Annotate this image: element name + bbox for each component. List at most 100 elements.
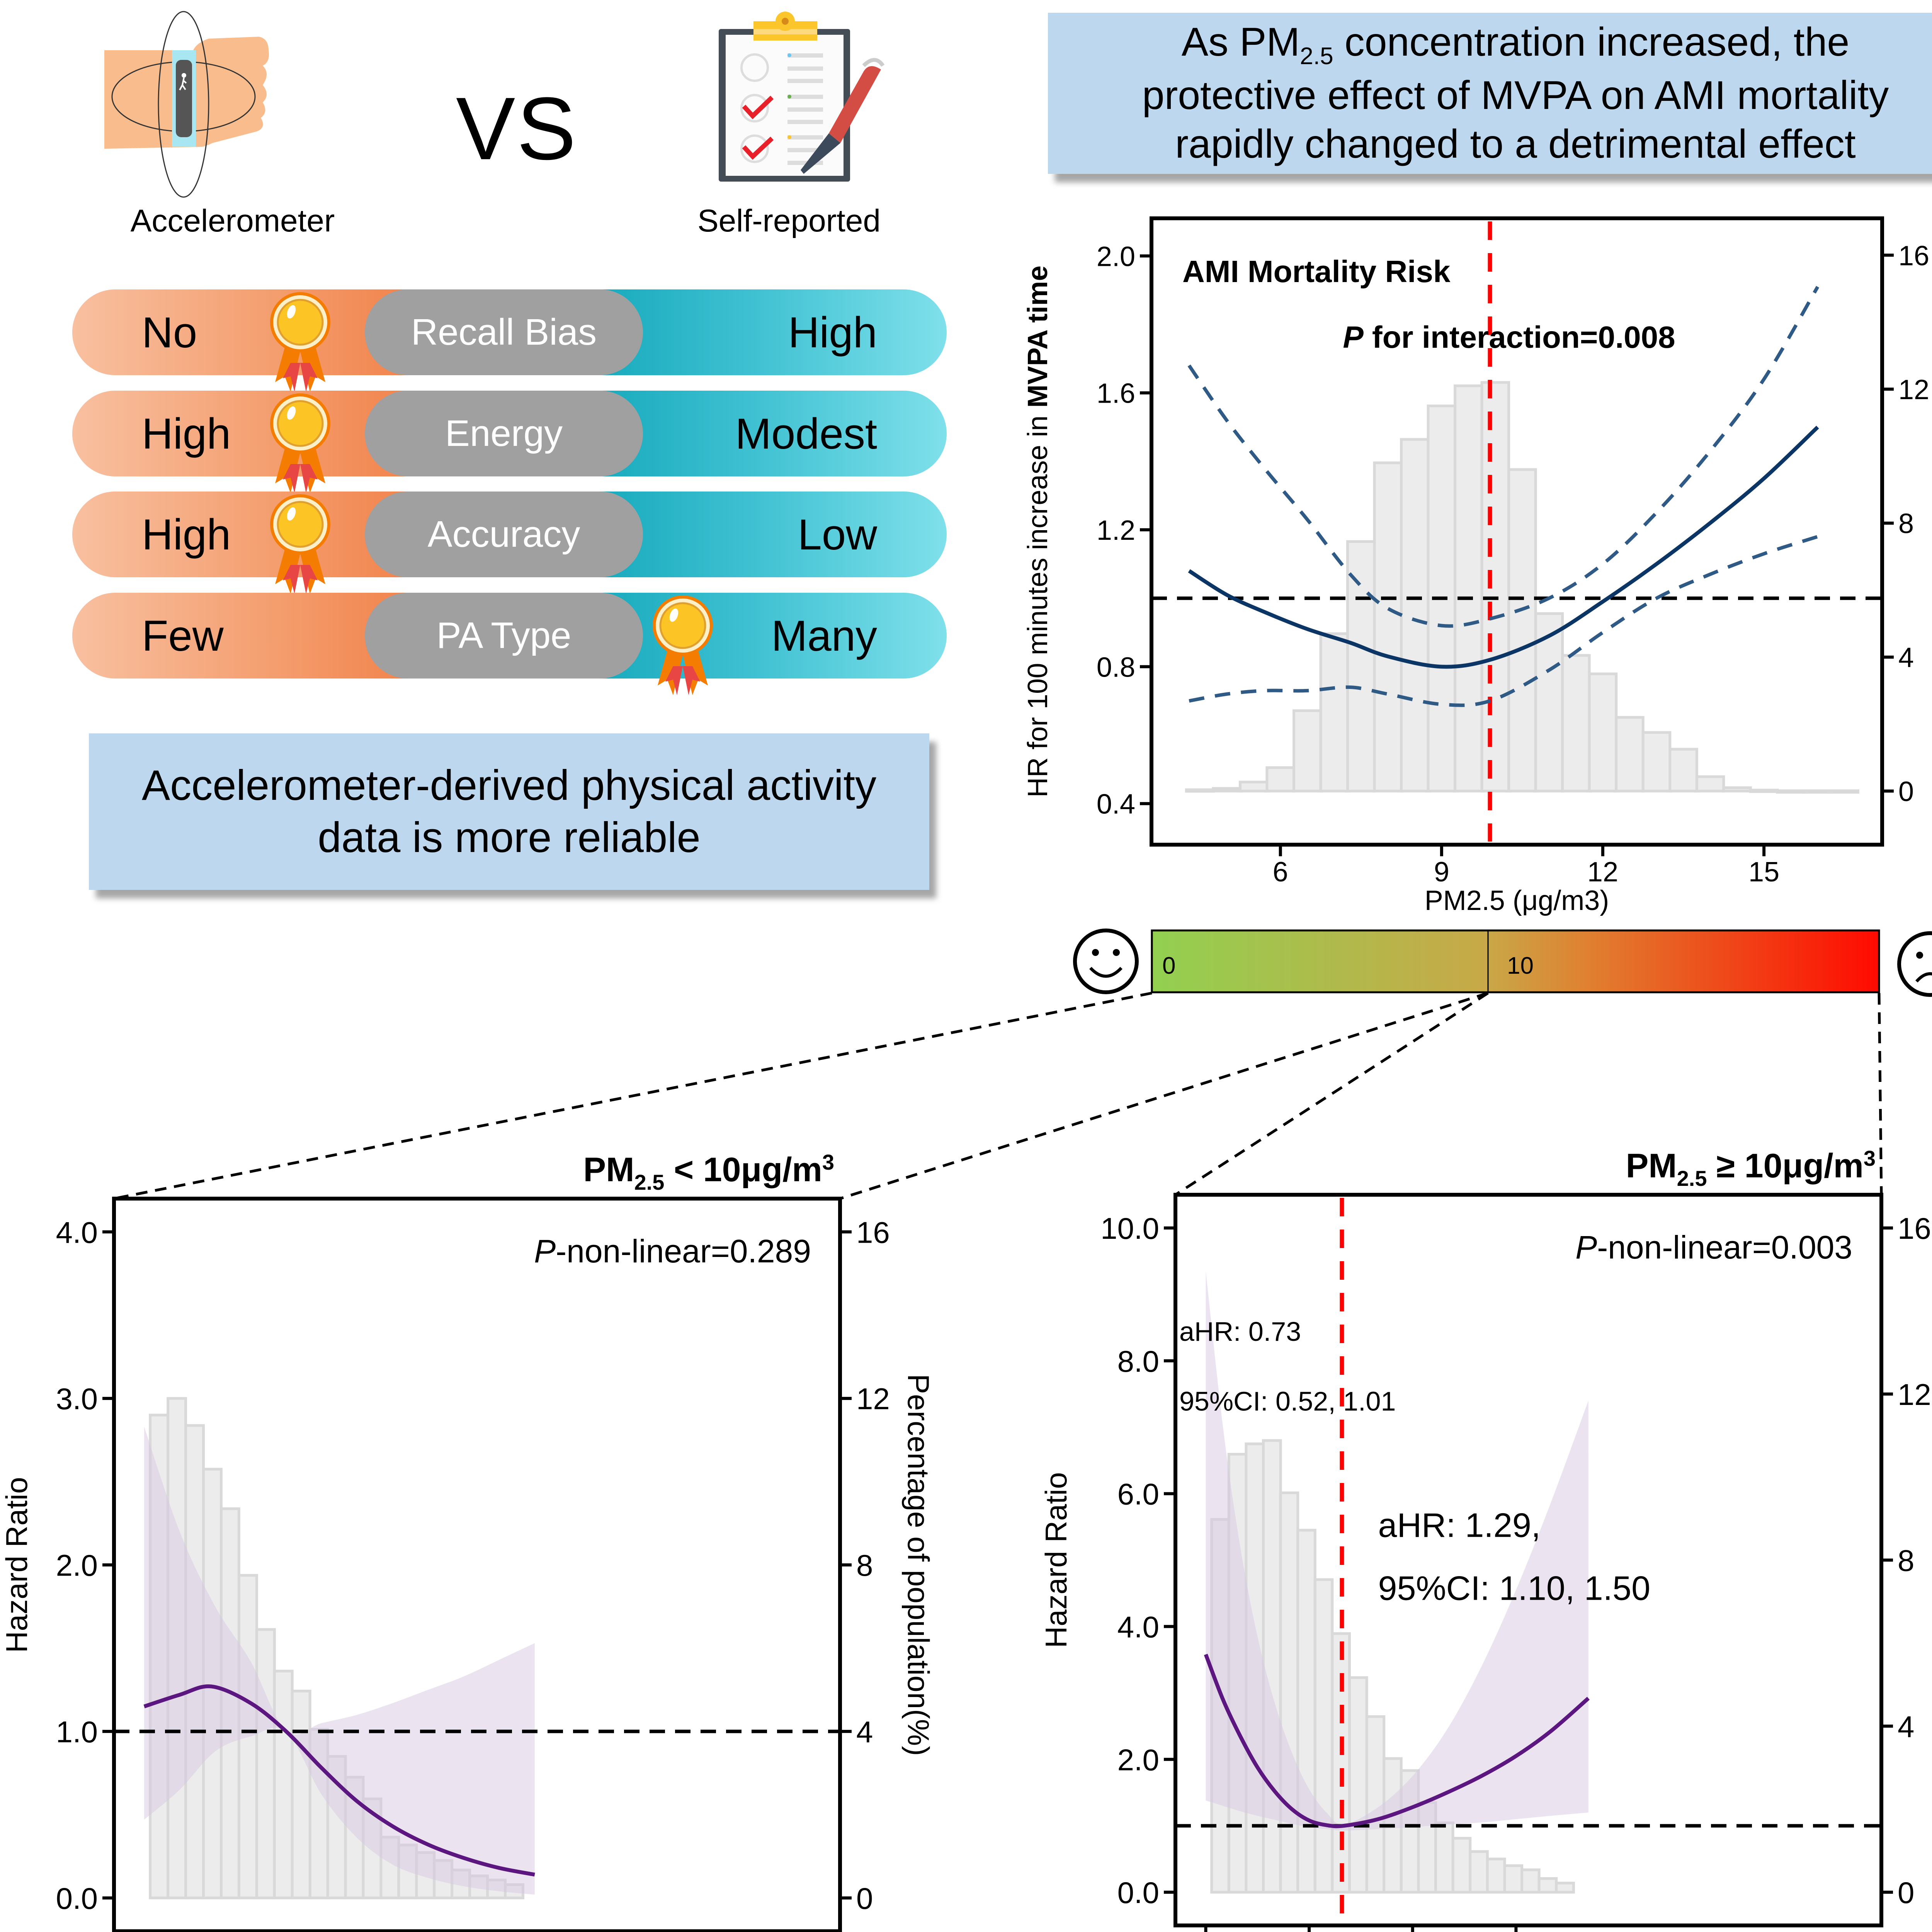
colorbar-gradient — [1151, 929, 1880, 993]
histogram-bar — [1265, 766, 1295, 793]
upper-ci-line — [1187, 286, 1820, 628]
self-reported-value: Low — [798, 510, 877, 559]
message-line-1: As PM2.5 concentration increased, the — [1181, 19, 1850, 70]
histogram-bar — [1346, 540, 1376, 793]
criterion-label: PA Type — [365, 593, 643, 679]
histogram-bar — [255, 1628, 276, 1900]
y-tick-label: 4.0 — [56, 1215, 98, 1249]
accelerometer-value: High — [142, 510, 231, 559]
award-medal-icon — [270, 292, 330, 392]
accelerometer-wrist-icon — [104, 11, 269, 198]
y2-tick-label: 8 — [856, 1548, 873, 1582]
comparison-row-energy: High Modest Energy — [72, 391, 947, 493]
y2-tick-label: 8 — [1898, 1544, 1914, 1578]
criterion-label: Energy — [365, 391, 643, 476]
y2-axis-label: Percentage of population(%) — [901, 1374, 935, 1756]
histogram-bar — [1373, 461, 1403, 793]
y2-tick-label: 16 — [856, 1215, 890, 1249]
y-tick-label: 2.0 — [56, 1548, 98, 1582]
histogram-bar — [1722, 786, 1752, 793]
y2-tick-label: 12 — [1898, 1378, 1931, 1412]
connector-low-left — [114, 992, 1152, 1200]
histogram-bar — [1238, 781, 1269, 793]
self-reported-value: High — [788, 308, 877, 357]
self-reported-value: Many — [771, 611, 877, 660]
chart-title: AMI Mortality Risk — [1182, 254, 1451, 289]
zoom-connectors — [114, 992, 1883, 1200]
annotation-above-threshold-ci: 95%CI: 1.10, 1.50 — [1378, 1569, 1650, 1607]
y2-tick-label: 4 — [1898, 1709, 1914, 1743]
histogram-bar — [1451, 1837, 1472, 1894]
histogram-bar — [1486, 1857, 1506, 1894]
x-axis-label: PM2.5 (μg/m3) — [1425, 885, 1609, 916]
conclusion-line-1: Accelerometer-derived physical activity — [141, 762, 877, 810]
histogram-bar — [1641, 731, 1672, 793]
accelerometer-value: No — [142, 308, 197, 357]
y-tick-label: 8.0 — [1117, 1344, 1159, 1378]
histogram-bar — [1212, 787, 1242, 793]
histogram-bar — [1668, 748, 1698, 793]
hazard-ratio-curve — [1204, 1653, 1590, 1828]
lower-ci-line — [1189, 535, 1818, 707]
y2-tick-label: 16 — [1898, 240, 1929, 271]
chart-pm25-low: 0.01.02.03.04.004812160300600900MVPA (mi… — [0, 1150, 935, 1932]
histogram-bar — [1503, 1864, 1524, 1894]
histogram-bar — [1400, 438, 1430, 793]
y2-tick-label: 12 — [856, 1382, 890, 1416]
histogram-bar — [1348, 1676, 1368, 1894]
histogram-bar — [1319, 632, 1349, 793]
y2-tick-label: 0 — [1898, 1876, 1914, 1910]
annotation-above-threshold-hr: aHR: 1.29, — [1378, 1506, 1541, 1544]
accelerometer-label: Accelerometer — [130, 203, 335, 238]
histogram-bar — [1279, 1491, 1299, 1894]
histogram-bar — [1454, 384, 1483, 793]
accelerometer-value: Few — [142, 611, 224, 660]
comparison-row-pa-type: Few Many PA Type — [72, 593, 947, 695]
histogram-bar — [273, 1670, 294, 1900]
frowning-face-icon — [1897, 931, 1932, 997]
histogram-bar — [1749, 789, 1779, 793]
histogram-bar — [1520, 1868, 1541, 1894]
y-tick-label: 10.0 — [1100, 1211, 1159, 1245]
connector-low-right — [839, 992, 1489, 1200]
accelerometer-value: High — [142, 409, 231, 458]
y-tick-label: 3.0 — [56, 1382, 98, 1416]
y2-tick-label: 16 — [1898, 1211, 1931, 1245]
clipboard-checklist-icon — [719, 12, 885, 182]
y-axis-label: Hazard Ratio — [1039, 1472, 1073, 1648]
y-tick-label: 0.0 — [56, 1881, 98, 1915]
y-tick-label: 4.0 — [1117, 1610, 1159, 1644]
comparison-row-recall-bias: No High Recall Bias — [72, 289, 947, 392]
histogram-bar — [1561, 654, 1591, 793]
histogram-bar — [291, 1689, 311, 1900]
conclusion-line-2: data is more reliable — [318, 813, 701, 861]
message-line-2: protective effect of MVPA on AMI mortali… — [1142, 73, 1889, 118]
x-tick-label: 15 — [1748, 857, 1779, 888]
annotation-below-threshold-ci: 95%CI: 0.52, 1.01 — [1179, 1386, 1396, 1417]
message-line-3: rapidly changed to a detrimental effect — [1175, 122, 1856, 167]
y2-tick-label: 12 — [1898, 374, 1929, 405]
y-tick-label: 2.0 — [1117, 1743, 1159, 1777]
y2-tick-label: 4 — [856, 1715, 873, 1749]
y2-tick-label: 8 — [1898, 509, 1914, 539]
y-tick-label: 0.0 — [1117, 1876, 1159, 1910]
award-medal-icon — [653, 595, 713, 695]
y-axis-label: HR for 100 minutes increase in MVPA time — [1022, 265, 1053, 798]
subpanel-title: PM2.5 < 10μg/m3 — [583, 1150, 834, 1194]
connector-high-right — [1878, 993, 1883, 1195]
x-tick-label: 12 — [1587, 857, 1618, 888]
criterion-label: Accuracy — [365, 492, 643, 577]
histogram-bar — [1537, 1877, 1558, 1894]
histogram-bar — [1803, 789, 1833, 794]
histogram-bar — [1296, 1529, 1316, 1894]
y-tick-label: 2.0 — [1097, 241, 1135, 272]
histogram-bar — [1292, 709, 1322, 793]
pm25-colorbar: 0 10 — [1073, 929, 1932, 997]
subpanel-title: PM2.5 ≥ 10μg/m3 — [1626, 1146, 1876, 1190]
criterion-label: Recall Bias — [365, 289, 643, 375]
x-tick-label: 9 — [1434, 857, 1449, 888]
histogram-bar — [1776, 789, 1806, 794]
y-tick-label: 1.0 — [56, 1715, 98, 1749]
colorbar-label-threshold: 10 — [1507, 952, 1534, 979]
